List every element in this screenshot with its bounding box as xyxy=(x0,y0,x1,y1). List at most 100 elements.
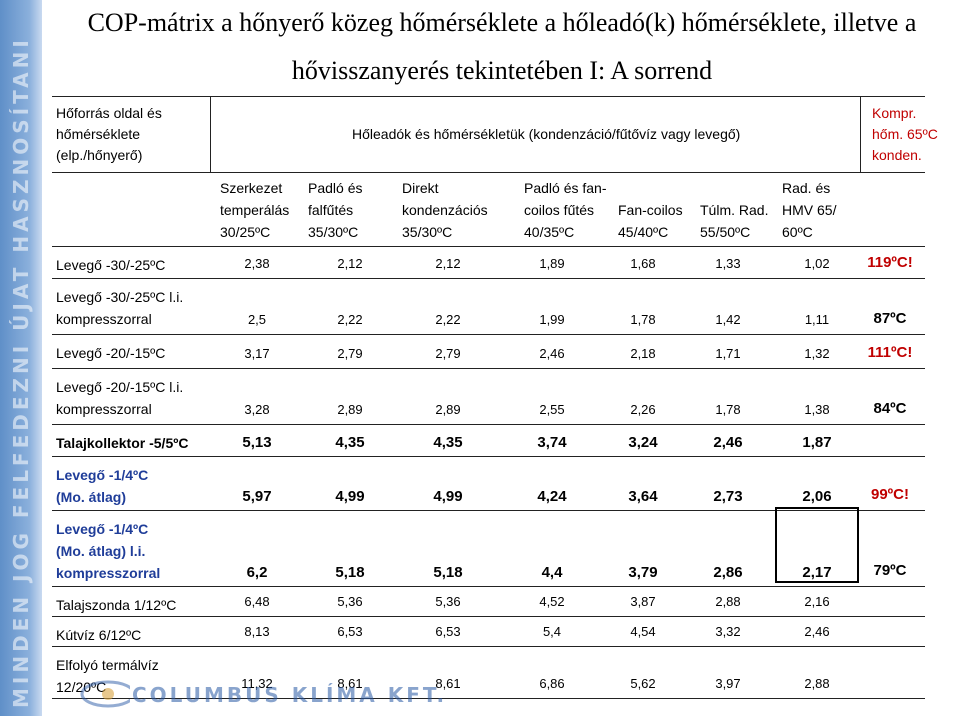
row-divider xyxy=(52,510,925,511)
cop-value-row2-col5: 1,78 xyxy=(630,312,656,327)
cop-value-row1-col2: 2,12 xyxy=(337,256,363,271)
cop-value-row2-col6: 1,42 xyxy=(715,312,741,327)
decorative-sidebar: MINDEN JOG FELFEDEZNI ÚJAT HASZNOSÍTANI xyxy=(0,0,42,716)
column-header-7-l3: 60ºC xyxy=(782,224,813,240)
cop-value-row7-col7: 2,17 xyxy=(802,564,832,581)
cop-value-row8-col4: 4,52 xyxy=(539,594,565,609)
cop-value-row4-col5: 2,26 xyxy=(630,402,656,417)
column-header-3-l1: Direkt xyxy=(402,180,439,196)
cop-value-row1-col3: 2,12 xyxy=(435,256,461,271)
logo-text: COLUMBUS KLÍMA KFT. xyxy=(132,683,448,707)
cop-value-row7-col2: 5,18 xyxy=(335,564,365,581)
cop-value-row10-col7: 2,88 xyxy=(804,676,830,691)
cop-value-row4-col6: 1,78 xyxy=(715,402,741,417)
row-9-label1: Kútvíz 6/12ºC xyxy=(56,627,142,643)
cop-value-row5-col5: 3,24 xyxy=(628,434,658,451)
row-divider xyxy=(52,646,925,647)
cop-value-row8-col5: 3,87 xyxy=(630,594,656,609)
company-logo xyxy=(70,672,350,712)
row-divider xyxy=(52,368,925,369)
source-header-line3: (elp./hőnyerő) xyxy=(56,147,143,163)
cop-value-row6-col2: 4,99 xyxy=(335,488,365,505)
cop-value-row1-col7: 1,02 xyxy=(804,256,830,271)
row-4-label2: kompresszorral xyxy=(56,401,152,417)
header-bottom-border xyxy=(52,172,925,173)
row-divider xyxy=(52,278,925,279)
column-header-2-l1: Padló és xyxy=(308,180,363,196)
column-header-1-l3: 30/25ºC xyxy=(220,224,271,240)
row-6-label1: Levegő -1/4ºC xyxy=(56,467,149,483)
cop-value-row4-col3: 2,89 xyxy=(435,402,461,417)
cop-value-row9-col3: 6,53 xyxy=(435,624,461,639)
cop-value-row9-col5: 4,54 xyxy=(630,624,656,639)
sidebar-watermark-text: MINDEN JOG FELFEDEZNI ÚJAT HASZNOSÍTANI xyxy=(9,36,33,708)
cop-value-row10-col2: 8,61 xyxy=(337,676,363,691)
header-divider-right xyxy=(860,96,861,172)
column-header-1-l1: Szerkezet xyxy=(220,180,283,196)
column-header-7-l1: Rad. és xyxy=(782,180,831,196)
cop-value-row8-col6: 2,88 xyxy=(715,594,741,609)
cop-value-row6-col7: 2,06 xyxy=(802,488,832,505)
cop-value-row3-col4: 2,46 xyxy=(539,346,565,361)
table-top-border xyxy=(52,96,925,97)
column-header-1-l2: temperálás xyxy=(220,202,290,218)
row-divider xyxy=(52,456,925,457)
cop-value-row9-col2: 6,53 xyxy=(337,624,363,639)
cop-value-row10-col5: 5,62 xyxy=(630,676,656,691)
column-header-4-l1: Padló és fan- xyxy=(524,180,607,196)
cop-value-row10-col4: 6,86 xyxy=(539,676,565,691)
cop-value-row1-col6: 1,33 xyxy=(715,256,741,271)
compressor-header-line3: konden. xyxy=(872,147,922,163)
row-7-label2: (Mo. átlag) l.i. xyxy=(56,543,146,559)
column-header-6-l3: 55/50ºC xyxy=(700,224,751,240)
row-10-label1: Elfolyó termálvíz xyxy=(56,657,159,673)
cop-value-row8-col7: 2,16 xyxy=(804,594,830,609)
cop-value-row10-col6: 3,97 xyxy=(715,676,741,691)
row-divider xyxy=(52,616,925,617)
cop-value-row4-col1: 3,28 xyxy=(244,402,270,417)
source-header-line2: hőmérséklete xyxy=(56,126,141,142)
cop-value-row1-col1: 2,38 xyxy=(244,256,270,271)
compressor-temp-row1: 119ºC! xyxy=(867,254,913,271)
cop-value-row1-col5: 1,68 xyxy=(630,256,656,271)
column-header-2-l3: 35/30ºC xyxy=(308,224,359,240)
cop-value-row10-col1: 11,32 xyxy=(241,676,273,691)
row-divider xyxy=(52,424,925,425)
cop-value-row2-col4: 1,99 xyxy=(539,312,565,327)
row-5-label1: Talajkollektor -5/5ºC xyxy=(56,435,189,451)
compressor-temp-row2: 87ºC xyxy=(873,310,907,327)
cop-value-row6-col3: 4,99 xyxy=(433,488,463,505)
logo-swoosh-icon xyxy=(80,680,136,708)
page-title-line2: hővisszanyerés tekintetében I: A sorrend xyxy=(291,56,713,85)
cop-value-row8-col1: 6,48 xyxy=(244,594,270,609)
row-divider xyxy=(52,586,925,587)
row-divider xyxy=(52,334,925,335)
column-header-2-l2: falfűtés xyxy=(308,202,354,218)
cop-value-row5-col1: 5,13 xyxy=(242,434,272,451)
cop-value-row6-col4: 4,24 xyxy=(537,488,567,505)
cop-value-row3-col7: 1,32 xyxy=(804,346,830,361)
page-title-line1: COP-mátrix a hőnyerő közeg hőmérséklete … xyxy=(87,8,917,37)
row-2-label1: Levegő -30/-25ºC l.i. xyxy=(56,289,184,305)
cop-value-row9-col1: 8,13 xyxy=(244,624,270,639)
compressor-header-line2: hőm. 65ºC xyxy=(872,126,938,142)
row-4-label1: Levegő -20/-15ºC l.i. xyxy=(56,379,184,395)
cop-value-row5-col6: 2,46 xyxy=(713,434,743,451)
cop-value-row2-col2: 2,22 xyxy=(337,312,363,327)
cop-value-row6-col1: 5,97 xyxy=(242,488,272,505)
row-8-label1: Talajszonda 1/12ºC xyxy=(56,597,177,613)
header-divider-left xyxy=(210,96,211,172)
cop-value-row8-col2: 5,36 xyxy=(337,594,363,609)
compressor-temp-row4: 84ºC xyxy=(873,400,907,417)
row-2-label2: kompresszorral xyxy=(56,311,152,327)
cop-value-row3-col1: 3,17 xyxy=(244,346,270,361)
cop-value-row2-col7: 1,11 xyxy=(804,312,830,327)
column-header-5-l3: 45/40ºC xyxy=(618,224,669,240)
cop-value-row10-col3: 8,61 xyxy=(435,676,461,691)
column-header-border xyxy=(52,246,925,247)
column-header-3-l3: 35/30ºC xyxy=(402,224,453,240)
cop-value-row4-col4: 2,55 xyxy=(539,402,565,417)
cop-value-row5-col4: 3,74 xyxy=(537,434,567,451)
column-header-7-l2: HMV 65/ xyxy=(782,202,837,218)
cop-value-row3-col3: 2,79 xyxy=(435,346,461,361)
